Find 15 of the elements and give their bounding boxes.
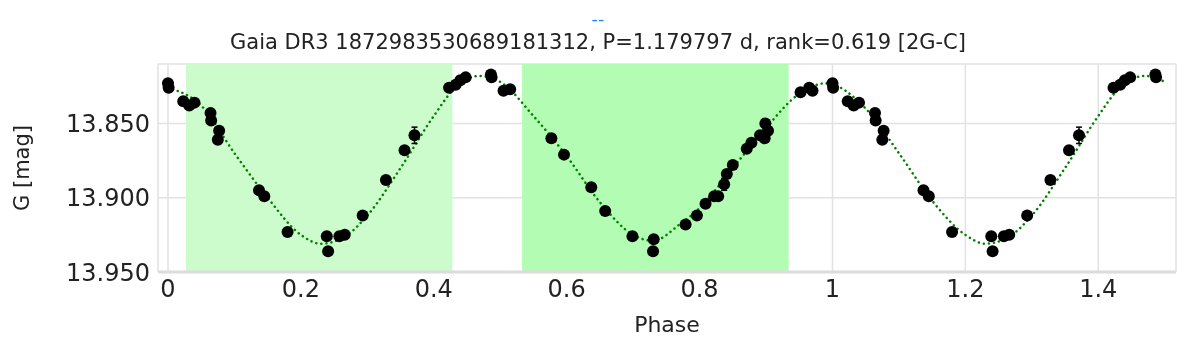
x-tick-label: 0.2 <box>281 275 320 304</box>
chart-subtitle: Gaia DR3 1872983530689181312, P=1.179797 d, rank=0.619 [2G-C] <box>229 29 967 56</box>
chart-title: -- <box>590 8 606 30</box>
x-tick-label: 1.2 <box>946 275 985 304</box>
x-tick-label: 0.4 <box>414 275 453 304</box>
y-axis-title: G [mag] <box>10 125 35 211</box>
x-tick-label: 0 <box>160 275 176 304</box>
y-tick-label: 13.900 <box>66 184 150 213</box>
y-tick-label: 13.850 <box>66 109 150 138</box>
x-tick-label: 1 <box>824 275 841 304</box>
y-tick-label: 13.950 <box>66 258 150 287</box>
x-tick-label: 1.4 <box>1079 275 1118 304</box>
x-tick-label: 0.8 <box>680 275 719 304</box>
x-axis-title: Phase <box>634 312 700 337</box>
x-tick-label: 0.6 <box>547 275 586 304</box>
